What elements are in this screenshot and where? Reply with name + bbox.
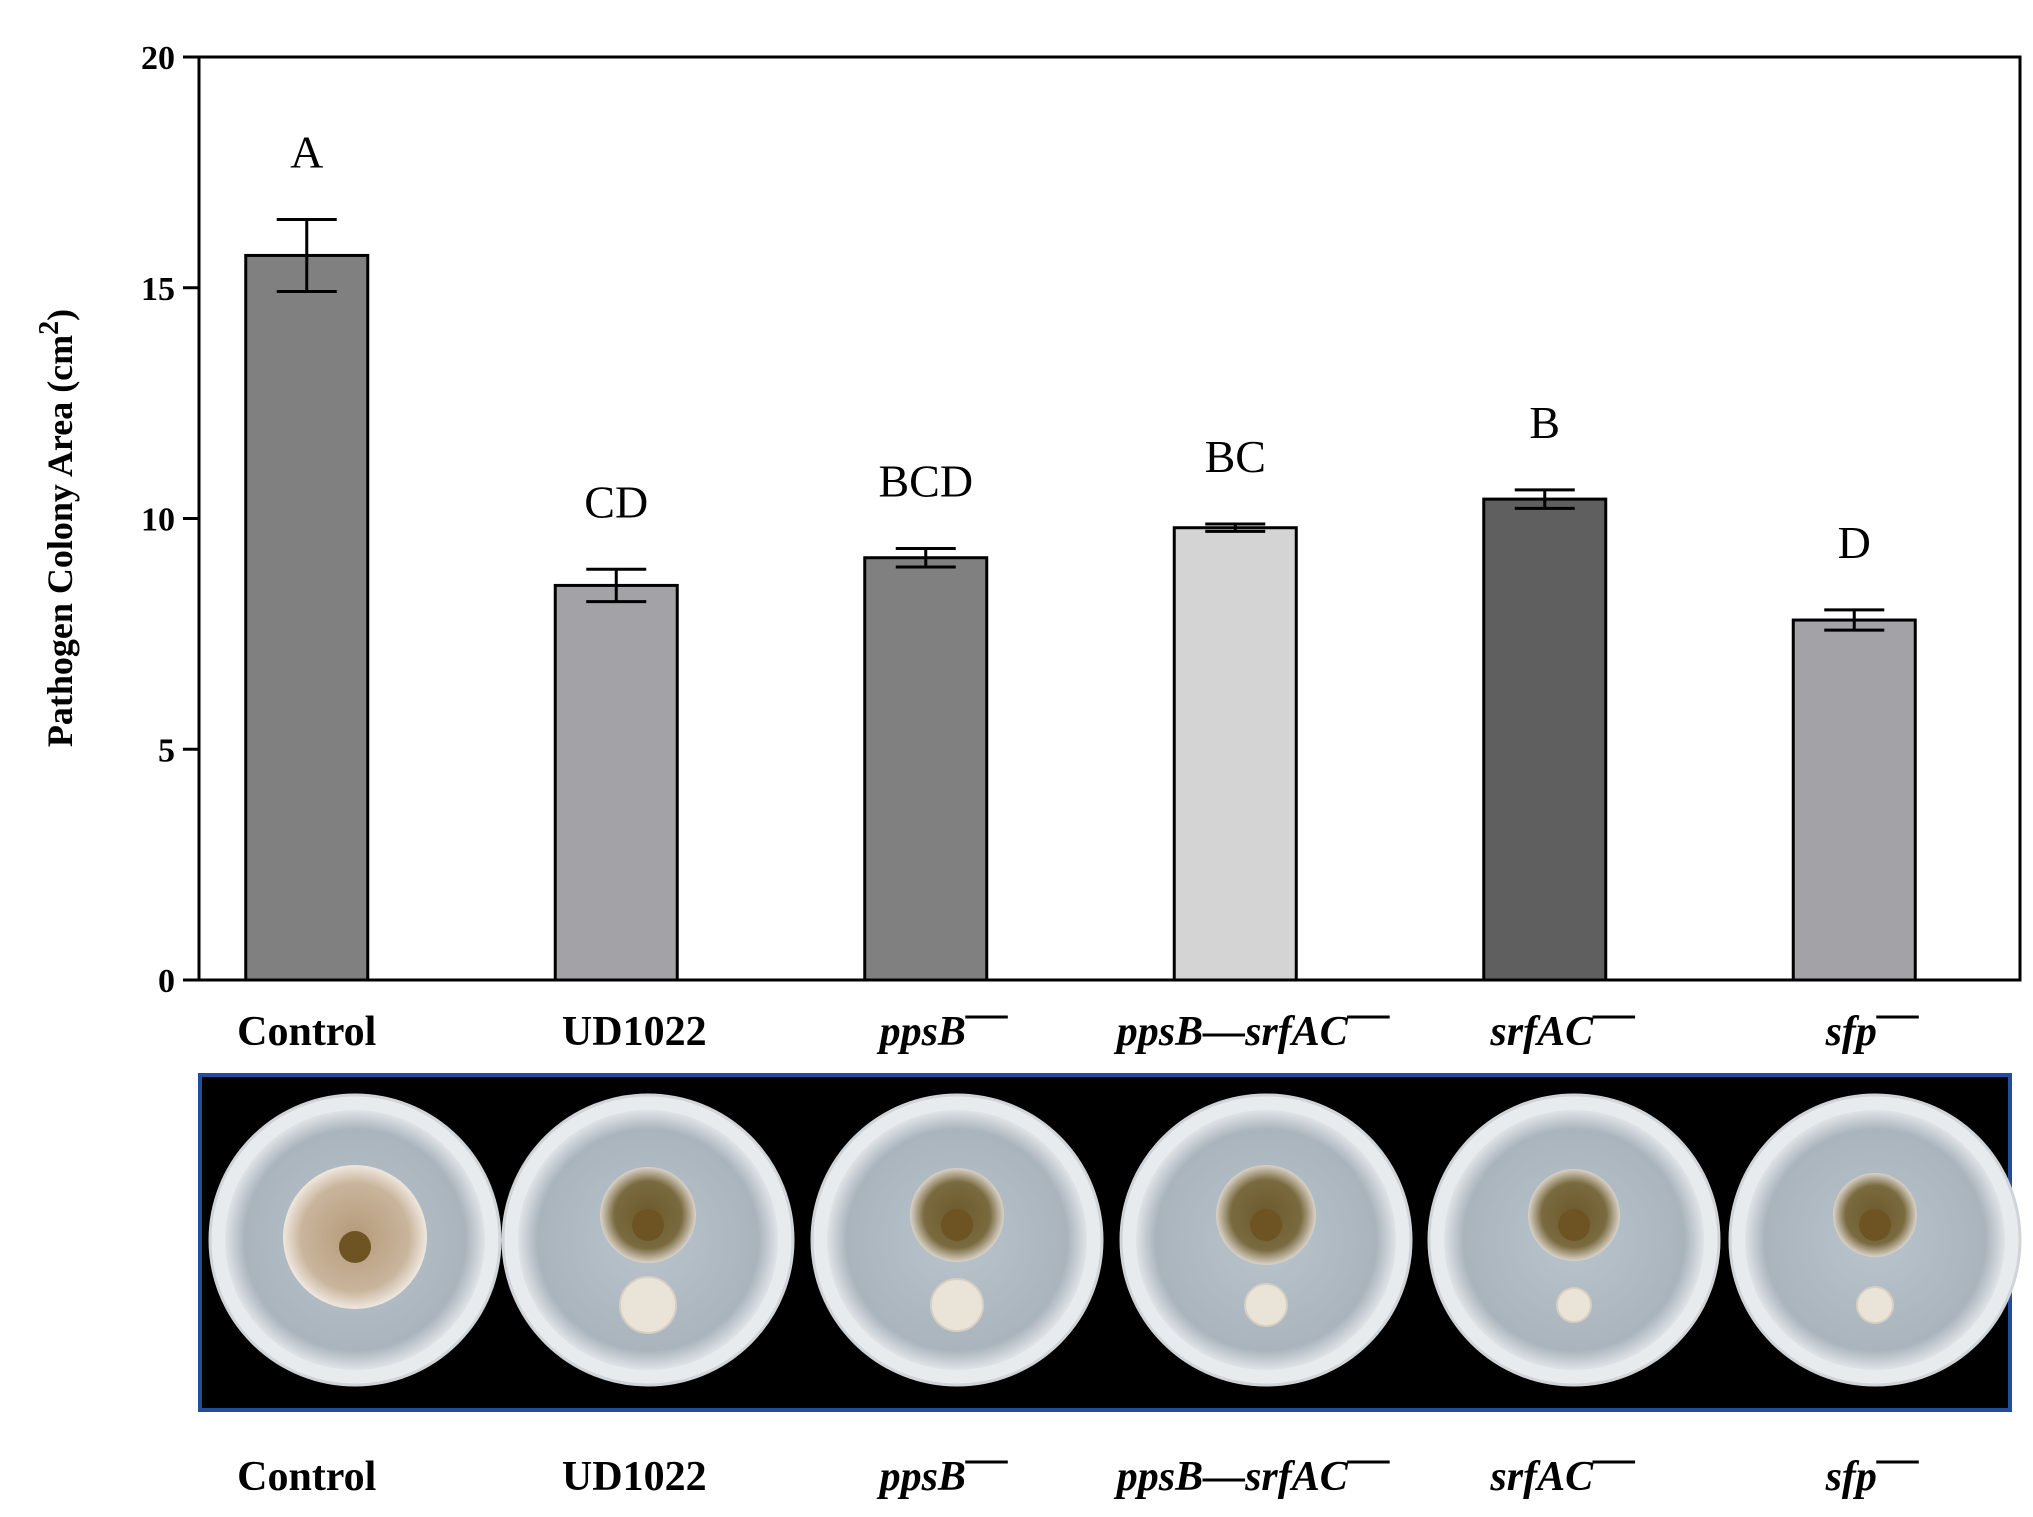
category-label: UD1022 (562, 1009, 707, 1055)
agar-plug (632, 1209, 664, 1241)
y-axis-title: Pathogen Colony Area (cm2) (34, 309, 80, 747)
category-label-superscript: — (1876, 1436, 1919, 1482)
significance-letter: A (290, 126, 323, 177)
significance-letter: B (1529, 397, 1560, 448)
plate-labels: Control UD1022 ppsB— ppsB—srfAC— srfAC— sfp— (237, 1436, 1919, 1500)
category-label-text: ppsB—srfAC (1114, 1454, 1349, 1500)
category-label-text: ppsB (877, 1009, 966, 1055)
y-tick-label: 5 (158, 732, 175, 769)
agar-plug (1558, 1209, 1590, 1241)
category-label: Control (237, 1009, 376, 1055)
bacterial-colony (1244, 1283, 1288, 1327)
bacterial-colony (930, 1278, 984, 1332)
category-label-text: ppsB—srfAC (1114, 1009, 1349, 1055)
category-label-superscript: — (965, 991, 1008, 1037)
category-label: ppsB—srfAC— (1114, 1436, 1390, 1500)
category-label: srfAC— (1489, 991, 1635, 1055)
bar (863, 556, 989, 982)
category-label: ppsB—srfAC— (1114, 991, 1390, 1055)
category-label-superscript: — (1592, 991, 1635, 1037)
category-label-text: UD1022 (562, 1009, 707, 1055)
bar (553, 583, 679, 982)
category-label-superscript: — (1876, 991, 1919, 1037)
bars (244, 253, 1917, 982)
significance-letter: CD (584, 476, 648, 527)
category-label-text: UD1022 (562, 1454, 707, 1500)
y-tick-label: 10 (141, 502, 175, 539)
agar-plug (1250, 1209, 1282, 1241)
category-label: ppsB— (877, 1436, 1008, 1500)
bar (1482, 497, 1608, 982)
category-label-text: sfp (1825, 1454, 1877, 1500)
category-label-superscript: — (1592, 1436, 1635, 1482)
agar-plug (941, 1209, 973, 1241)
category-label: ppsB— (877, 991, 1008, 1055)
category-label-text: Control (237, 1454, 376, 1500)
category-label-text: ppsB (877, 1454, 966, 1500)
y-axis-title-superscript: 2 (34, 321, 65, 335)
agar-plug (339, 1231, 371, 1263)
category-label: UD1022 (562, 1454, 707, 1500)
y-tick-label: 15 (141, 271, 175, 308)
plot-frame (197, 55, 2022, 982)
category-label-text: Control (237, 1009, 376, 1055)
y-tick-label: 20 (141, 40, 175, 77)
agar-plug (1859, 1209, 1891, 1241)
category-label-superscript: — (1347, 1436, 1390, 1482)
category-label: srfAC— (1489, 1436, 1635, 1500)
bacterial-colony (1856, 1286, 1894, 1324)
petri-dish-photo-panel (198, 1073, 2022, 1412)
category-label-text: sfp (1825, 1009, 1877, 1055)
significance-letter: BC (1205, 431, 1266, 482)
category-label-superscript: — (965, 1436, 1008, 1482)
significance-letter: D (1838, 517, 1871, 568)
x-axis-labels: Control UD1022 ppsB— ppsB—srfAC— srfAC— sfp— (237, 991, 1919, 1055)
bacterial-colony (619, 1276, 677, 1334)
category-label-text: srfAC (1489, 1009, 1594, 1055)
category-label-superscript: — (1347, 991, 1390, 1037)
category-label-text: srfAC (1489, 1454, 1594, 1500)
bar (244, 253, 370, 982)
y-axis-title-text: Pathogen Colony Area (cm (40, 335, 80, 747)
y-tick-label: 0 (158, 963, 175, 1000)
error-bars (276, 217, 1885, 632)
bar (1791, 618, 1917, 982)
category-label: sfp— (1825, 991, 1919, 1055)
bar (1172, 526, 1298, 982)
category-label: sfp— (1825, 1436, 1919, 1500)
significance-letter: BCD (878, 455, 973, 506)
y-axis: 0 5 10 15 20 (141, 40, 2022, 1000)
category-label: Control (237, 1454, 376, 1500)
bacterial-colony (1556, 1287, 1592, 1323)
y-axis-title-close: ) (40, 309, 80, 321)
significance-letters: A CD BCD BC B D (290, 126, 1871, 567)
